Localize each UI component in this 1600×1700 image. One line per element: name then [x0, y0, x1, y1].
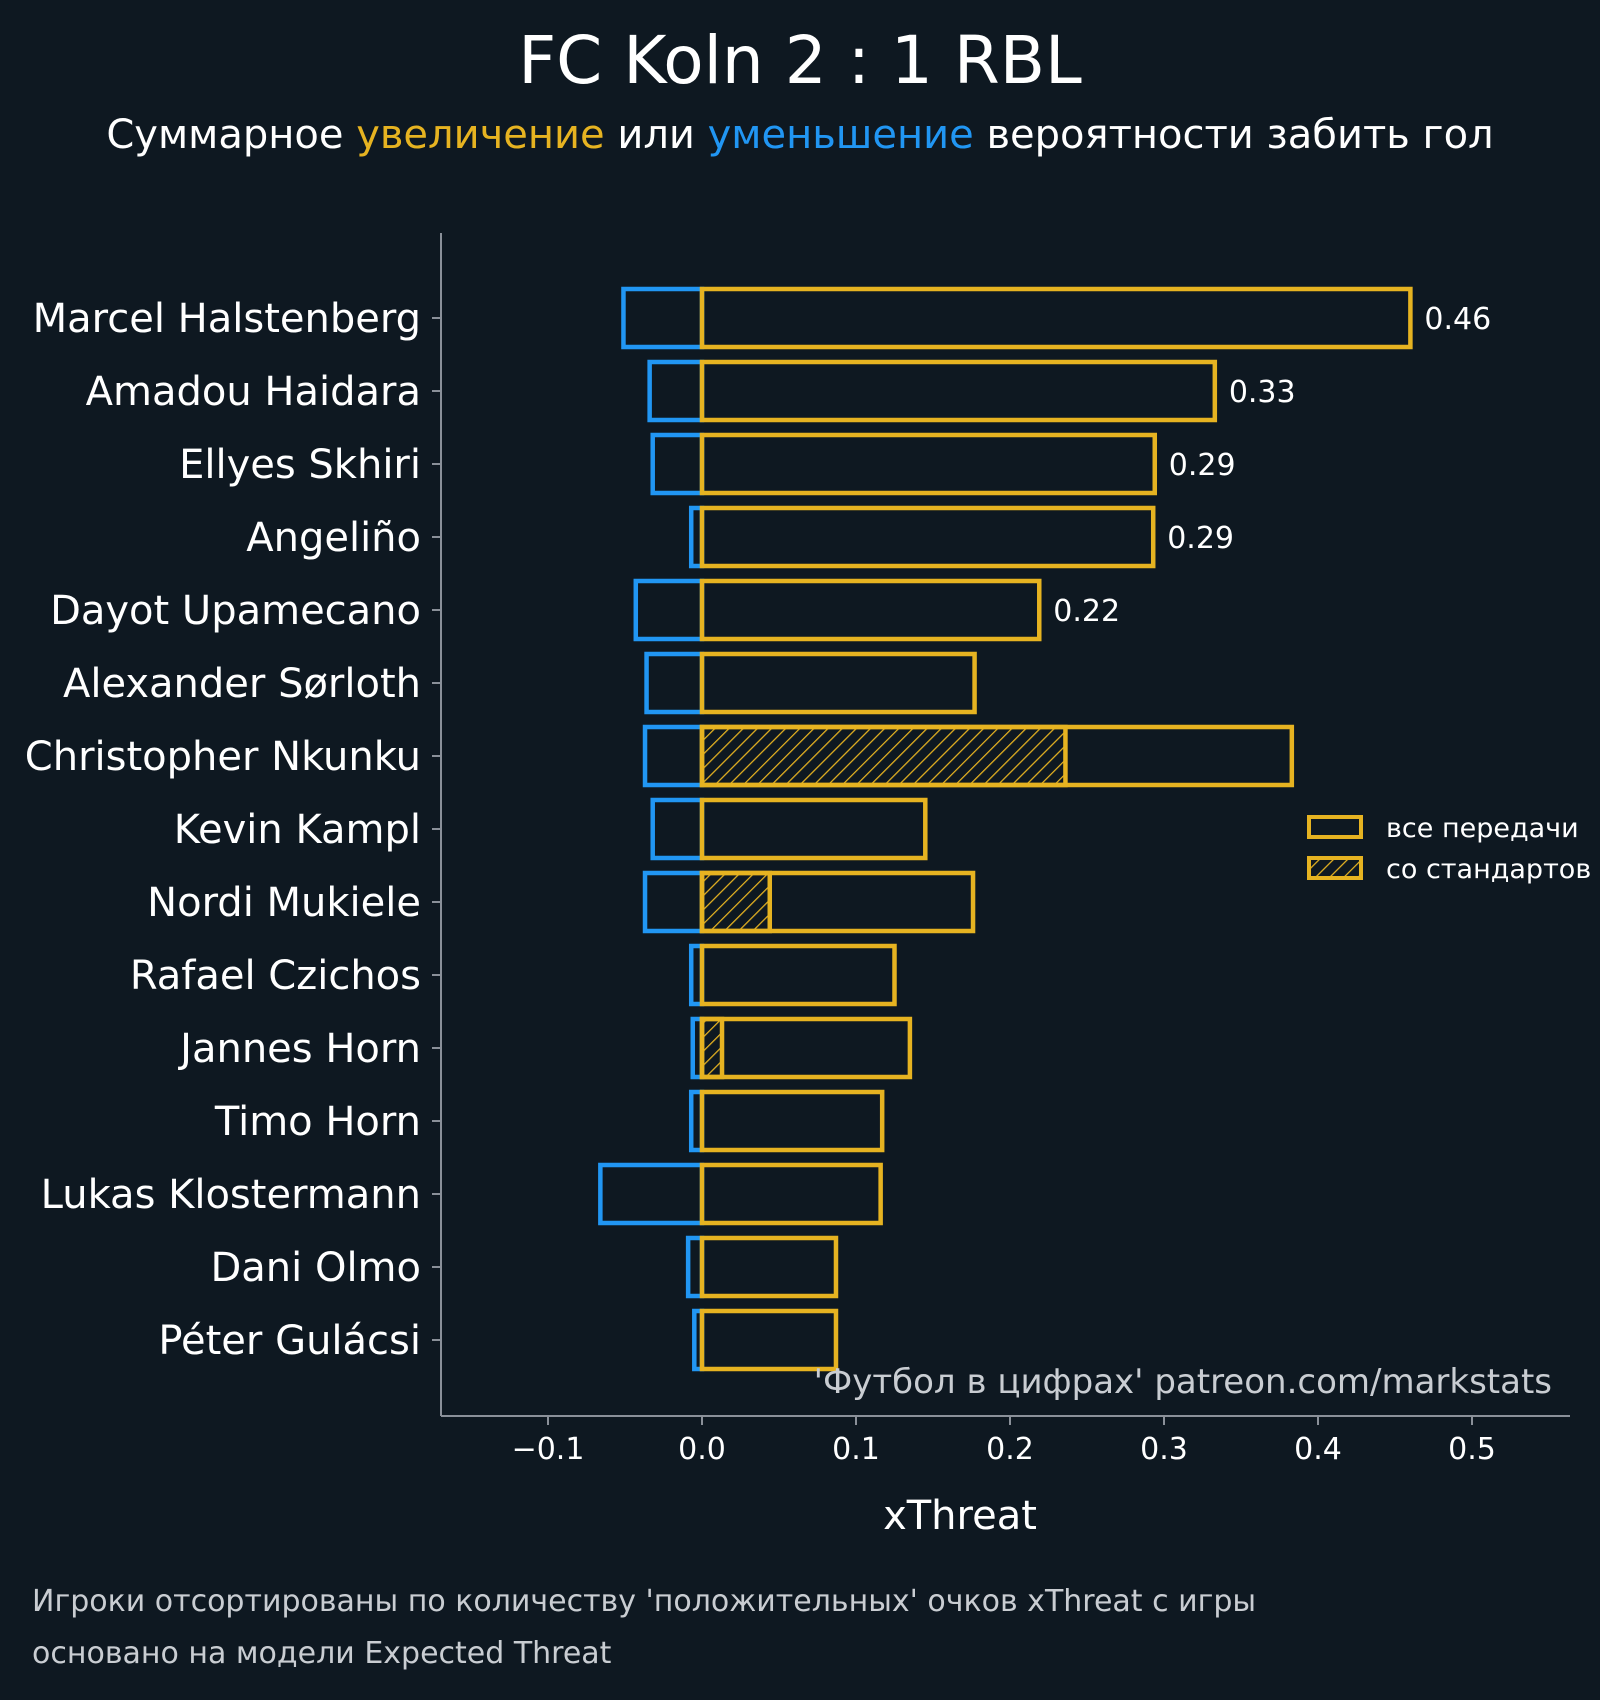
set-piece-bar [699, 870, 773, 934]
chart-subtitle: Суммарное увеличение или уменьшение веро… [0, 112, 1600, 158]
value-label: 0.46 [1424, 302, 1491, 337]
player-name-label: Christopher Nkunku [25, 734, 421, 780]
player-name-label: Péter Gulácsi [158, 1318, 421, 1364]
positive-bar [699, 432, 1158, 496]
player-name-label: Nordi Mukiele [147, 880, 421, 926]
player-name-label: Amadou Haidara [86, 369, 421, 415]
value-label: 0.29 [1167, 521, 1234, 556]
footnote-sorting: Игроки отсортированы по количеству 'поло… [32, 1584, 1257, 1619]
positive-bar [699, 359, 1218, 423]
x-tick-label: 0.5 [1448, 1432, 1496, 1467]
player-name-label: Marcel Halstenberg [33, 296, 421, 342]
negative-bar [647, 359, 705, 423]
positive-bar [699, 724, 1295, 788]
legend: все передачи со стандартов [1307, 813, 1591, 885]
positive-bar [699, 651, 977, 715]
footnote-model: основано на модели Expected Threat [32, 1636, 612, 1671]
value-label: 0.33 [1229, 375, 1296, 410]
x-tick-label: 0.1 [832, 1432, 880, 1467]
positive-bar [699, 1089, 885, 1153]
negative-bar [650, 432, 705, 496]
positive-bar [699, 1308, 839, 1372]
x-tick-label: −0.1 [512, 1432, 585, 1467]
negative-bar [621, 286, 705, 350]
subtitle-suffix: вероятности забить гол [973, 112, 1494, 158]
x-tick-label: 0.3 [1140, 1432, 1188, 1467]
subtitle-increase-word: увеличение [356, 112, 605, 158]
set-piece-bar [699, 724, 1068, 788]
player-name-label: Rafael Czichos [130, 953, 421, 999]
player-name-label: Dani Olmo [210, 1245, 421, 1291]
positive-bar [699, 870, 976, 934]
x-tick-label: 0.2 [986, 1432, 1034, 1467]
player-name-label: Ellyes Skhiri [179, 442, 421, 488]
legend-swatch-all-passes [1307, 815, 1363, 839]
legend-label-set-pieces: со стандартов [1386, 854, 1591, 885]
subtitle-prefix: Суммарное [106, 112, 357, 158]
value-label: 0.29 [1169, 448, 1236, 483]
positive-bar [699, 286, 1413, 350]
player-name-label: Lukas Klostermann [41, 1172, 421, 1218]
negative-bar [598, 1162, 705, 1226]
player-name-label: Dayot Upamecano [50, 588, 421, 634]
positive-bar [699, 1016, 913, 1080]
legend-swatch-set-pieces [1307, 856, 1363, 880]
legend-label-all-passes: все передачи [1386, 813, 1579, 844]
x-tick-label: 0.4 [1294, 1432, 1342, 1467]
positive-bar [699, 797, 928, 861]
positive-bar [699, 1235, 839, 1299]
axes-layer [440, 233, 1570, 1417]
player-name-label: Kevin Kampl [174, 807, 421, 853]
negative-bar [633, 578, 705, 642]
bars-layer [598, 286, 1413, 1372]
negative-bar [644, 651, 705, 715]
player-name-label: Angeliño [246, 515, 421, 561]
player-name-label: Timo Horn [214, 1099, 421, 1145]
negative-bar [642, 724, 705, 788]
positive-bar [699, 505, 1156, 569]
positive-bar [699, 943, 897, 1007]
subtitle-middle: или [604, 112, 708, 158]
positive-bar [699, 1162, 883, 1226]
watermark: 'Футбол в цифрах' patreon.com/markstats [814, 1362, 1552, 1402]
x-axis-label: xThreat [883, 1493, 1037, 1539]
x-tick-label: 0.0 [678, 1432, 726, 1467]
player-name-label: Jannes Horn [177, 1026, 421, 1072]
labels-layer: 0.46 Marcel Halstenberg 0.33 Amadou Haidara… [25, 296, 1496, 1467]
negative-bar [650, 797, 705, 861]
set-piece-bar [699, 1016, 725, 1080]
player-name-label: Alexander Sørloth [63, 661, 421, 707]
positive-bar [699, 578, 1042, 642]
negative-bar [642, 870, 705, 934]
chart-title: FC Koln 2 : 1 RBL [518, 22, 1082, 99]
subtitle-decrease-word: уменьшение [707, 112, 974, 158]
value-label: 0.22 [1053, 594, 1120, 629]
